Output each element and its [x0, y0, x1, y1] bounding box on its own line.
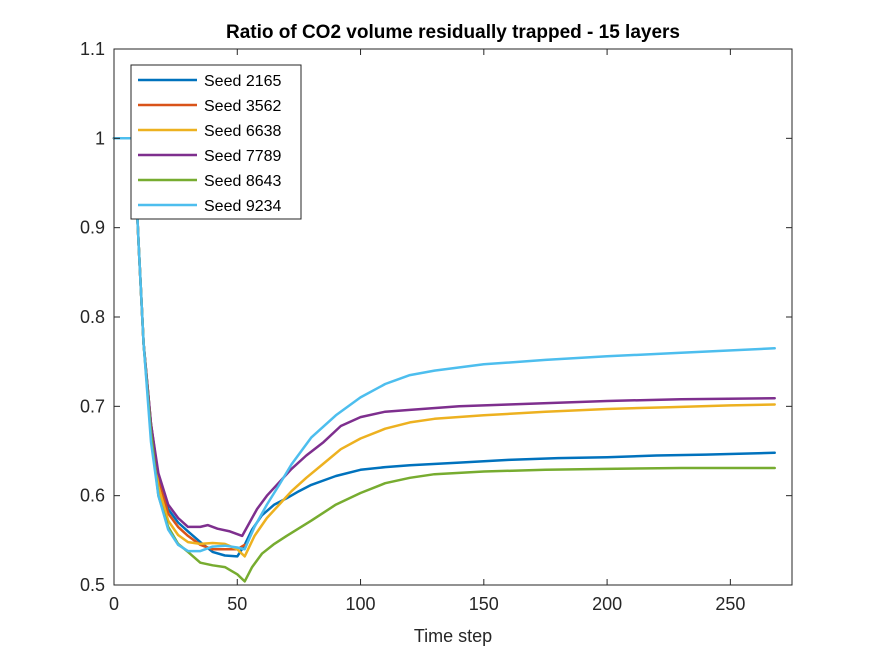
- chart-title: Ratio of CO2 volume residually trapped -…: [226, 22, 680, 43]
- y-tick-label: 1: [95, 128, 105, 148]
- y-tick-label: 0.5: [80, 575, 105, 595]
- legend-label: Seed 7789: [204, 148, 282, 165]
- y-tick-label: 1.1: [80, 39, 105, 59]
- legend-item[interactable]: Seed 2165: [138, 73, 282, 90]
- x-tick-label: 200: [592, 594, 622, 614]
- legend-box: [130, 64, 302, 220]
- legend-label: Seed 8643: [204, 173, 282, 190]
- y-tick-label: 0.7: [80, 396, 105, 416]
- y-tick-label: 0.6: [80, 486, 105, 506]
- legend-label: Seed 3562: [204, 98, 282, 115]
- legend-label: Seed 9234: [204, 198, 282, 215]
- legend-item[interactable]: Seed 6638: [138, 123, 282, 140]
- x-axis-label: Time step: [414, 626, 492, 646]
- series-line-seed-9234: [112, 137, 776, 553]
- y-tick-label: 0.8: [80, 307, 105, 327]
- series-layer: [112, 137, 776, 583]
- legend-item[interactable]: Seed 8643: [138, 173, 282, 190]
- legend-item[interactable]: Seed 3562: [138, 98, 282, 115]
- x-tick-label: 0: [109, 594, 119, 614]
- legend-item[interactable]: Seed 9234: [138, 198, 282, 215]
- y-axis: 0.5 0.6 0.7 0.8 0.9 1 1.1: [80, 39, 792, 595]
- series-line-seed-7789: [112, 137, 776, 538]
- x-axis: 0 50 100 150 200 250: [109, 49, 745, 614]
- x-tick-label: 150: [469, 594, 499, 614]
- legend[interactable]: Seed 2165 Seed 3562 Seed 6638 Seed 7789 Seed…: [130, 64, 302, 220]
- x-tick-label: 250: [715, 594, 745, 614]
- x-tick-label: 100: [346, 594, 376, 614]
- legend-label: Seed 6638: [204, 123, 282, 140]
- x-tick-label: 50: [227, 594, 247, 614]
- legend-label: Seed 2165: [204, 73, 282, 90]
- y-tick-label: 0.9: [80, 218, 105, 238]
- legend-item[interactable]: Seed 7789: [138, 148, 282, 165]
